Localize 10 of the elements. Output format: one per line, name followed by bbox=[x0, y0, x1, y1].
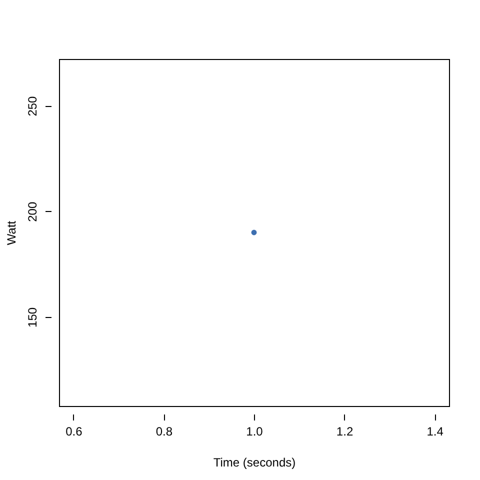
x-tick-label: 0.8 bbox=[156, 424, 173, 438]
y-tick-label: 250 bbox=[26, 96, 40, 116]
x-tick-label: 1.2 bbox=[336, 424, 354, 438]
x-tick-label: 1.4 bbox=[426, 424, 444, 438]
x-axis-title: Time (seconds) bbox=[213, 456, 296, 470]
x-tick-label: 0.6 bbox=[66, 424, 83, 438]
y-tick-label: 200 bbox=[26, 202, 40, 222]
x-tick-label: 1.0 bbox=[246, 424, 264, 438]
y-axis-title: Watt bbox=[4, 220, 18, 246]
y-tick-label: 150 bbox=[26, 307, 40, 328]
